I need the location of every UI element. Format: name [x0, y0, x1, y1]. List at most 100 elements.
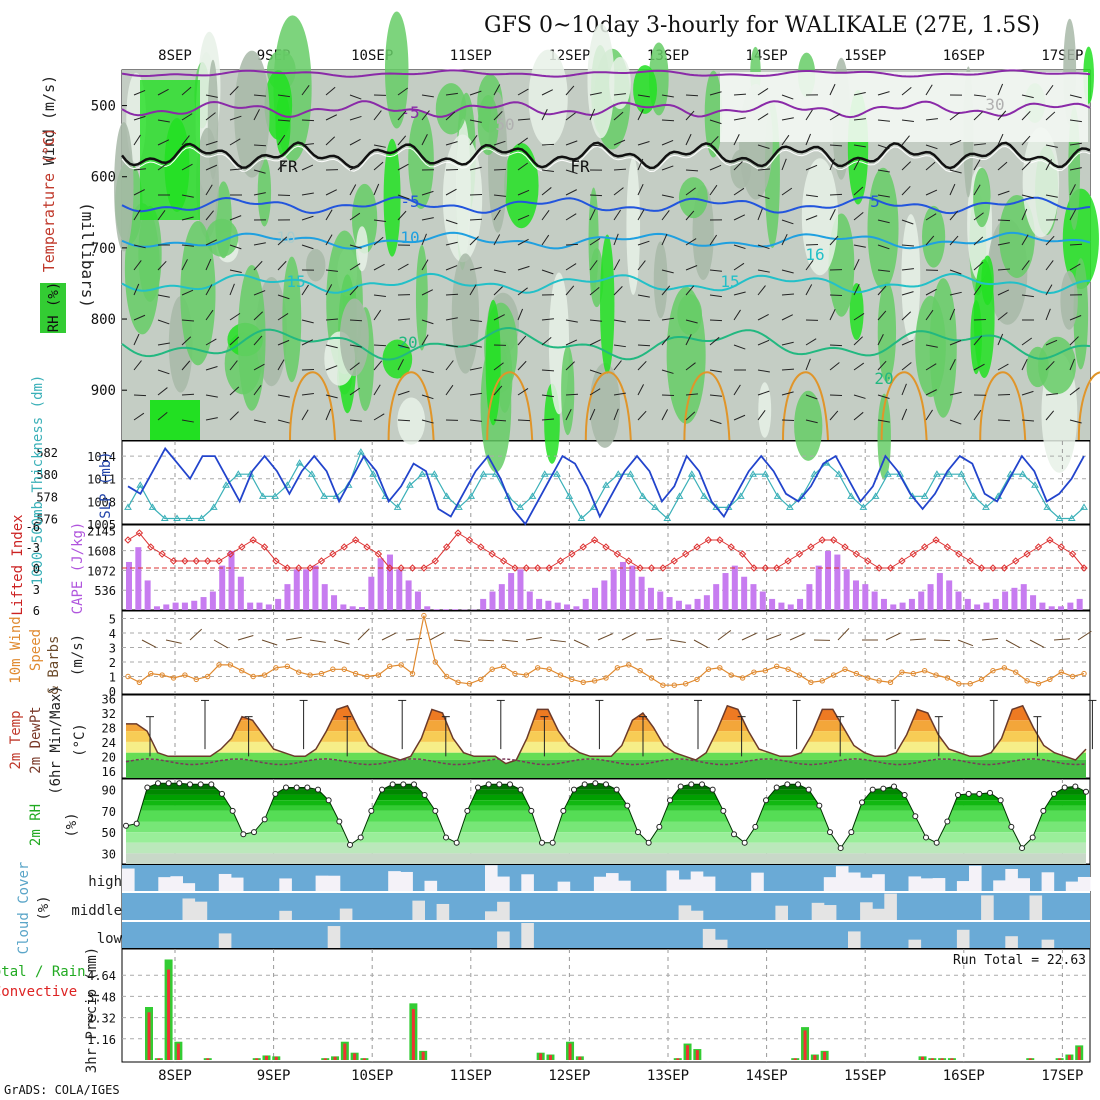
wind-barb — [613, 93, 626, 96]
wind-barb — [829, 193, 843, 196]
wind-barb — [997, 219, 1011, 222]
contour-label: -5 — [400, 192, 419, 211]
wind-speed-point — [671, 682, 677, 688]
wind-barb — [1069, 142, 1082, 146]
cloud-bar — [279, 878, 292, 891]
wind-barb — [445, 219, 458, 225]
li-point — [465, 536, 474, 544]
wind-barb — [925, 144, 938, 150]
wind-barb — [181, 289, 194, 296]
wind-speed-point — [523, 672, 530, 678]
wind-barb — [973, 363, 985, 371]
wind-speed-point — [318, 670, 325, 677]
wind-barb — [733, 161, 743, 171]
wind-label-1: 10m Wind — [8, 616, 24, 683]
cape-bar — [377, 558, 384, 610]
rh-point — [1072, 783, 1079, 790]
li-point — [534, 564, 542, 572]
rh-point — [347, 841, 353, 848]
cape-bar — [200, 597, 207, 610]
wind-barb — [493, 314, 505, 321]
wind-barb — [997, 190, 1010, 196]
thickness-point — [1031, 481, 1039, 488]
wind-barb — [757, 244, 770, 250]
wind-barb — [541, 369, 555, 372]
precip-convective-bar — [1077, 1046, 1081, 1060]
wind-barb — [805, 338, 817, 346]
wind-barb — [469, 90, 482, 96]
precip-convective-bar — [950, 1058, 954, 1060]
wind-barb — [229, 269, 242, 273]
wind-barb — [349, 344, 362, 348]
wind-barb — [661, 165, 674, 171]
rh-shade — [633, 65, 658, 114]
contour-label: 20 — [398, 333, 417, 352]
thickness-point — [785, 503, 794, 510]
date-label-bottom: 11SEP — [450, 1068, 492, 1084]
cape-bar — [1002, 591, 1009, 610]
wind-barb — [637, 384, 644, 396]
wind-barb — [517, 419, 531, 422]
precip-convective-bar — [353, 1053, 357, 1060]
wind-barb — [253, 144, 267, 147]
wind-barb — [853, 283, 860, 296]
rh-point — [784, 781, 791, 788]
li-point — [397, 564, 405, 572]
wind-barb — [325, 114, 338, 121]
wind-speed-point — [398, 662, 404, 668]
cape-bar — [731, 565, 738, 610]
wind-barb — [181, 259, 188, 271]
li-point — [192, 557, 200, 565]
cape-bar — [172, 602, 179, 610]
wind-barb — [469, 392, 482, 396]
wind-barb — [205, 309, 214, 321]
wind-barb — [781, 368, 795, 371]
wind-barb — [589, 144, 603, 147]
cape-bar — [610, 569, 617, 610]
rh-point — [1019, 845, 1025, 852]
li-point — [579, 543, 587, 551]
li-point — [647, 564, 656, 572]
rh-point — [795, 781, 801, 788]
slp-right-label: SLP (mb) — [98, 451, 114, 518]
cape-bar — [265, 604, 272, 610]
rh-band — [126, 789, 1086, 795]
thickness-point — [430, 470, 439, 477]
wind-speed-point — [466, 681, 473, 687]
rh-tick: 70 — [102, 805, 116, 819]
li-point — [989, 564, 997, 572]
li-point — [875, 564, 883, 572]
rh-band — [126, 832, 1086, 843]
thickness-point — [418, 470, 427, 477]
wind-barb — [781, 187, 793, 196]
wind-speed-point — [432, 659, 438, 665]
wind-label-2: Speed — [28, 629, 44, 671]
cape-bar — [359, 607, 366, 610]
wind-barb — [757, 144, 770, 149]
cape-bar — [1048, 606, 1055, 610]
cloud-bar — [339, 908, 353, 920]
rh-band — [126, 800, 1086, 806]
cloud-bar — [388, 871, 401, 891]
rh-label: 2m RH — [28, 804, 44, 846]
rh-shade — [758, 382, 772, 438]
rh-shade — [339, 298, 369, 377]
precip-convective-bar — [167, 969, 171, 1060]
wind-barb — [949, 359, 956, 371]
temp-contour — [782, 371, 829, 441]
wind-barb — [493, 269, 506, 274]
wind-speed-point — [364, 673, 370, 680]
li-point — [249, 536, 257, 544]
wind-barb — [349, 184, 357, 196]
wind-barb — [205, 239, 218, 246]
thickness-point — [234, 470, 243, 477]
wind-barb — [133, 412, 145, 421]
thickness-point — [614, 470, 623, 477]
upper-legend-temp: Temperature (°C) — [40, 128, 58, 273]
li-point — [864, 557, 872, 565]
wind-barb — [997, 83, 1004, 96]
rh-shade — [234, 50, 270, 178]
wind-speed-point — [762, 668, 769, 674]
temp-tick: 32 — [102, 707, 116, 721]
thickness-tick: 580 — [36, 468, 58, 482]
